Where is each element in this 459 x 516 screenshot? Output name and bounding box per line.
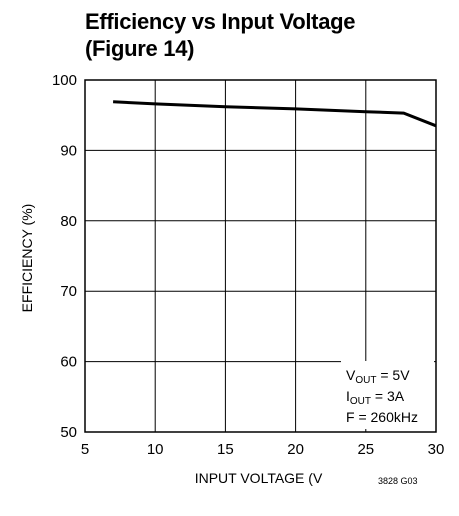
x-tick-label: 15 bbox=[217, 441, 234, 458]
x-tick-label: 10 bbox=[147, 441, 164, 458]
chart-title: Efficiency vs Input Voltage (Figure 14) bbox=[85, 8, 445, 62]
x-tick-label: 20 bbox=[287, 441, 304, 458]
annotation-vout: VOUT = 5V bbox=[346, 367, 410, 386]
x-axis-label: INPUT VOLTAGE (V bbox=[195, 470, 323, 486]
chart-title-line2: (Figure 14) bbox=[85, 36, 195, 61]
annotation-vout-sub: OUT bbox=[355, 375, 376, 386]
x-tick-label: 5 bbox=[81, 441, 89, 458]
annotation-iout-sub: OUT bbox=[350, 396, 371, 407]
y-tick-labels: 50 60 70 80 90 100 bbox=[52, 72, 77, 441]
annotation-iout-main: I bbox=[346, 388, 350, 404]
chart-title-line1: Efficiency vs Input Voltage bbox=[85, 9, 356, 34]
annotation-iout-value: = 3A bbox=[371, 388, 405, 404]
x-tick-label: 25 bbox=[357, 441, 374, 458]
annotation-iout: IOUT = 3A bbox=[346, 388, 405, 407]
y-tick-label: 50 bbox=[60, 424, 77, 441]
annotation-vout-main: V bbox=[346, 367, 356, 383]
annotation-frequency: F = 260kHz bbox=[346, 409, 418, 425]
x-tick-labels: 5 10 15 20 25 30 bbox=[81, 441, 445, 458]
figure-code: 3828 G03 bbox=[378, 476, 418, 486]
plot-frame bbox=[84, 79, 437, 433]
y-tick-label: 90 bbox=[60, 142, 77, 159]
y-tick-label: 60 bbox=[60, 354, 77, 371]
annotation-background bbox=[341, 361, 434, 429]
y-tick-label: 70 bbox=[60, 283, 77, 300]
y-tick-label: 80 bbox=[60, 213, 77, 230]
y-axis-label: EFFICIENCY (%) bbox=[19, 204, 35, 313]
x-tick-label: 30 bbox=[428, 441, 445, 458]
efficiency-line bbox=[113, 100, 437, 128]
annotation-vout-value: = 5V bbox=[376, 367, 410, 383]
y-tick-label: 100 bbox=[52, 72, 77, 89]
